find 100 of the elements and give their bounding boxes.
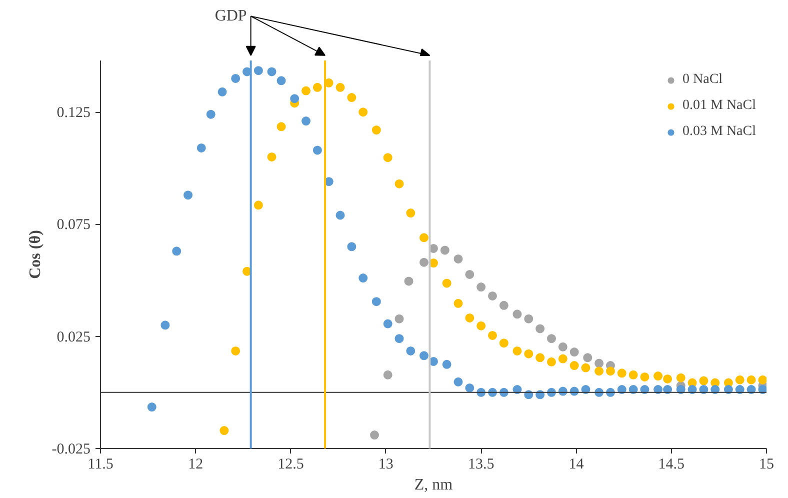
point — [488, 330, 497, 340]
point — [394, 334, 404, 344]
point — [676, 373, 686, 382]
point — [476, 321, 486, 330]
point — [147, 402, 156, 412]
point — [512, 310, 522, 319]
point — [746, 375, 756, 384]
point — [419, 233, 428, 242]
point — [663, 374, 672, 384]
point — [172, 246, 182, 256]
point — [442, 278, 452, 288]
point — [488, 292, 497, 300]
point — [454, 377, 463, 386]
point — [383, 153, 392, 162]
point — [640, 372, 650, 382]
point — [312, 82, 322, 92]
point — [617, 368, 626, 378]
y-tick-label: 0.025 — [56, 329, 90, 346]
point — [231, 346, 240, 356]
point — [254, 66, 263, 76]
x-tick-label: 13.5 — [468, 456, 494, 472]
x-tick-label: 14 — [568, 456, 584, 472]
point — [499, 338, 508, 348]
point — [419, 258, 428, 267]
point — [512, 346, 522, 356]
point — [594, 358, 604, 368]
point — [628, 385, 638, 394]
point — [184, 190, 193, 200]
point — [654, 372, 663, 381]
point — [570, 361, 579, 370]
point — [758, 375, 766, 384]
point — [231, 74, 240, 83]
point — [206, 110, 216, 119]
point — [558, 342, 568, 352]
point — [372, 297, 381, 306]
point — [465, 313, 474, 322]
point — [220, 426, 229, 436]
point — [302, 86, 311, 96]
point — [218, 87, 227, 96]
point — [454, 298, 463, 308]
y-tick-label: 0.125 — [56, 105, 90, 122]
point — [465, 270, 474, 279]
point — [570, 348, 579, 357]
point — [290, 94, 300, 104]
point — [594, 366, 604, 376]
x-tick-label: 13 — [378, 456, 394, 472]
legend-label: 0.01 M NaCl — [682, 98, 756, 114]
point — [347, 242, 356, 252]
x-tick-label: 15 — [759, 456, 774, 472]
point — [302, 116, 311, 126]
point — [267, 67, 276, 76]
y-tick-label: 0.075 — [56, 217, 90, 234]
point — [394, 179, 404, 188]
point — [196, 143, 206, 152]
point — [372, 126, 381, 135]
point — [735, 375, 744, 384]
point — [383, 319, 392, 328]
point — [336, 82, 345, 92]
point — [606, 366, 615, 376]
point — [160, 320, 170, 330]
x-axis-title: Z, nm — [414, 476, 454, 494]
point — [536, 353, 545, 362]
point — [536, 324, 545, 334]
point — [383, 370, 392, 380]
point — [546, 334, 556, 344]
x-tick-label: 14.5 — [658, 456, 684, 472]
point — [663, 385, 672, 394]
x-tick-label: 12.5 — [278, 456, 304, 472]
point — [358, 274, 368, 283]
point — [370, 430, 380, 440]
legend-label: 0 NaCl — [682, 72, 723, 88]
point — [358, 108, 368, 117]
point — [628, 370, 638, 380]
point — [406, 208, 416, 218]
point — [336, 210, 345, 220]
point — [499, 300, 508, 310]
point — [454, 254, 463, 264]
point — [419, 351, 428, 360]
y-tick-label: -0.025 — [52, 442, 91, 458]
point — [254, 200, 263, 210]
y-axis-title: Cos (θ) — [26, 230, 44, 279]
point — [347, 93, 356, 102]
point — [524, 314, 534, 324]
point — [724, 385, 733, 394]
point — [442, 360, 452, 369]
point — [394, 314, 404, 324]
point — [583, 353, 592, 362]
text: GDP — [214, 8, 247, 25]
x-tick-label: 11.5 — [88, 456, 114, 472]
point — [276, 76, 286, 86]
point — [406, 346, 416, 356]
point — [546, 357, 556, 366]
point — [267, 152, 276, 162]
point — [581, 363, 590, 372]
point — [699, 376, 708, 386]
point — [654, 385, 663, 394]
x-tick-label: 12 — [188, 456, 204, 472]
point — [312, 146, 322, 155]
point — [404, 276, 414, 286]
point — [524, 349, 534, 358]
